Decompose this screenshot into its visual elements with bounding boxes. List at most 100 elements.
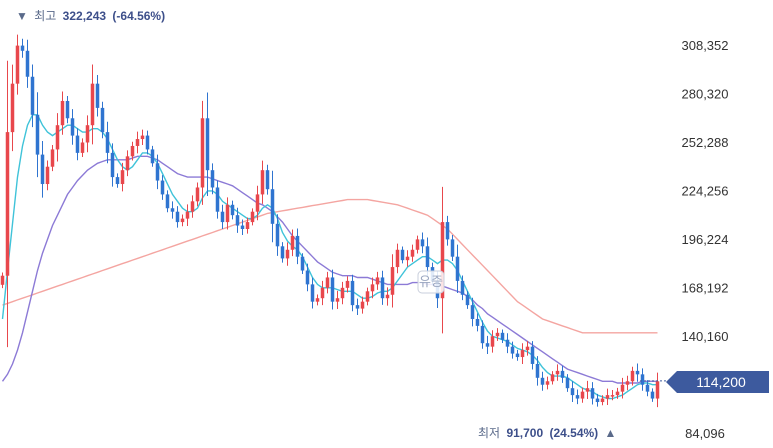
y-tick-label-6: 140,160 — [682, 329, 729, 344]
candle — [500, 329, 505, 344]
candle — [485, 335, 490, 355]
candle — [225, 197, 230, 230]
low-marker-arrow: ▲ — [605, 426, 617, 440]
candle — [300, 253, 305, 275]
candle — [40, 141, 45, 198]
candle — [150, 145, 155, 167]
candle — [265, 164, 270, 195]
candle — [255, 185, 260, 221]
candle — [560, 365, 565, 383]
candle — [415, 235, 420, 254]
high-price-annotation: ▼ 최고 322,243 (-64.56%) — [16, 9, 165, 23]
candle — [535, 356, 540, 386]
candle — [545, 376, 550, 390]
y-tick-label-0: 308,352 — [682, 38, 729, 53]
candle — [335, 290, 340, 310]
y-tick-label-1: 280,320 — [682, 87, 729, 102]
candle — [70, 109, 75, 145]
y-tick-label-7: 84,096 — [685, 426, 725, 441]
candle — [610, 390, 615, 401]
event-marker-label: 유증 — [419, 274, 443, 289]
ma-mid-line — [1, 155, 658, 384]
candle — [135, 131, 140, 154]
candle — [320, 280, 325, 306]
candle — [375, 271, 380, 290]
candle — [620, 377, 625, 399]
candle — [365, 287, 370, 306]
candle — [390, 254, 395, 308]
candle — [250, 208, 255, 226]
candle — [245, 217, 250, 234]
candle — [110, 143, 115, 187]
candle — [410, 244, 415, 262]
candle — [655, 372, 660, 408]
candle — [615, 387, 620, 399]
candle — [385, 287, 390, 306]
candle — [600, 395, 605, 406]
candle — [445, 215, 450, 246]
candle — [125, 150, 130, 177]
candle — [160, 175, 165, 200]
current-price-tag: 114,200 — [666, 371, 769, 393]
candle — [55, 113, 60, 162]
candle — [360, 296, 365, 314]
candle — [140, 129, 145, 146]
candle — [625, 375, 630, 391]
candle — [235, 207, 240, 233]
candle — [190, 195, 195, 218]
candle — [465, 291, 470, 309]
candle — [170, 201, 175, 219]
candle — [650, 388, 655, 402]
candle — [175, 206, 180, 228]
candle — [640, 368, 645, 391]
ma-long-line — [2, 198, 658, 334]
ma-short-line — [1, 114, 658, 400]
candle — [200, 100, 205, 205]
candle — [510, 341, 515, 359]
candle — [165, 190, 170, 213]
candle — [490, 330, 495, 353]
candle — [330, 269, 335, 310]
candle — [195, 182, 200, 207]
candle — [280, 242, 285, 263]
candle — [205, 92, 210, 196]
candle — [590, 382, 595, 405]
candle — [530, 341, 535, 370]
candle — [550, 371, 555, 385]
candle — [45, 160, 50, 191]
candle — [105, 121, 110, 164]
candle — [370, 277, 375, 299]
candle — [395, 243, 400, 274]
candle — [80, 138, 85, 158]
candle — [295, 228, 300, 265]
y-tick-label-2: 252,288 — [682, 135, 729, 150]
low-marker-value: 91,700 — [506, 426, 543, 440]
candle — [325, 271, 330, 294]
candle — [440, 186, 445, 334]
candle — [145, 130, 150, 155]
event-marker[interactable]: 유증 — [417, 270, 445, 294]
candle — [215, 180, 220, 219]
candle — [60, 91, 65, 135]
candle — [95, 75, 100, 117]
candle — [120, 162, 125, 192]
y-tick-label-4: 196,224 — [682, 232, 729, 247]
candle — [475, 313, 480, 332]
candle — [50, 145, 55, 172]
candle — [425, 237, 430, 276]
candle — [525, 341, 530, 356]
candle — [155, 154, 160, 190]
candle — [400, 246, 405, 264]
candle — [340, 281, 345, 305]
candle — [405, 250, 410, 267]
candle — [285, 242, 290, 266]
candle — [0, 272, 5, 289]
candle — [605, 388, 610, 406]
low-price-annotation: 최저 91,700 (24.54%) ▲ — [478, 426, 616, 440]
candle — [460, 275, 465, 301]
candle — [130, 141, 135, 161]
candle — [290, 229, 295, 257]
candle — [100, 101, 105, 139]
candle — [310, 277, 315, 309]
